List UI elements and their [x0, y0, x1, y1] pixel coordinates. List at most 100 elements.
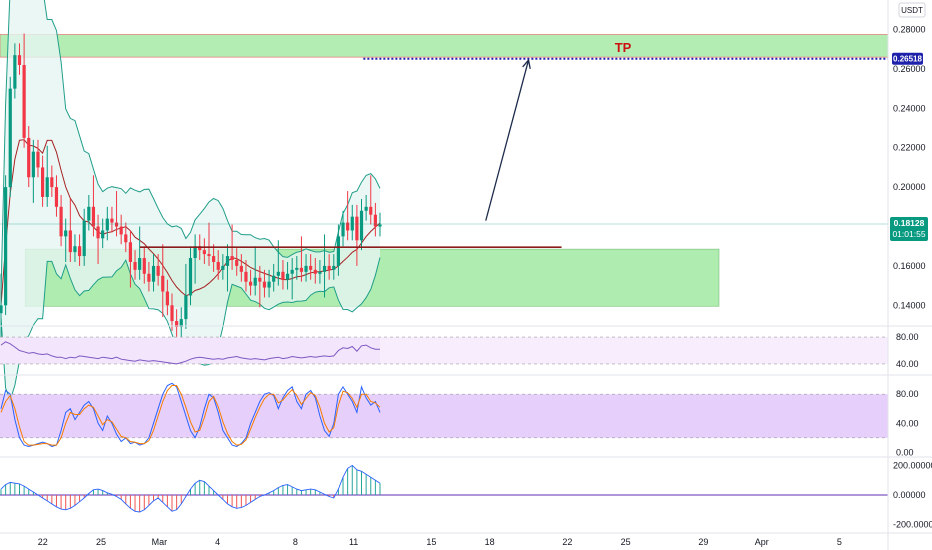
- candle-body: [22, 65, 26, 138]
- candle-body: [355, 216, 359, 241]
- price-axis-tick: 0.24000: [893, 103, 926, 113]
- candle-body: [327, 265, 331, 270]
- candle-body: [54, 187, 59, 207]
- macd-pane[interactable]: [0, 464, 888, 513]
- price-axis-tick: 0.28000: [893, 25, 926, 35]
- candle-body: [267, 281, 271, 288]
- candle-body: [216, 261, 220, 270]
- candle-body: [253, 277, 257, 286]
- candle-body: [17, 55, 22, 65]
- price-axis-tick: 0.20000: [893, 182, 926, 192]
- candle-body: [156, 265, 160, 276]
- candle-body: [161, 275, 165, 292]
- time-axis-tick: Mar: [152, 537, 168, 547]
- macd-axis-tick: -200.00000: [893, 520, 932, 530]
- stoch-axis-tick: 0.00: [896, 447, 914, 457]
- price-axis-tick: 0.26000: [893, 64, 926, 74]
- time-axis-tick: Apr: [755, 537, 769, 547]
- candle-body: [378, 224, 382, 227]
- stoch-axis-tick: 40.00: [896, 418, 919, 428]
- bollinger-fill: [1, 0, 380, 401]
- candle-body: [295, 267, 299, 270]
- candle-body: [119, 226, 123, 235]
- price-axis-tick: 0.16000: [893, 261, 926, 271]
- candle-body: [114, 222, 119, 227]
- price-axis-tick: 0.14000: [893, 300, 926, 310]
- candle-body: [332, 265, 336, 270]
- candle-body: [299, 267, 304, 272]
- stoch-k-line: [0, 382, 381, 448]
- stoch-pane[interactable]: [0, 382, 888, 448]
- candle-body: [202, 250, 206, 255]
- candle-body: [128, 242, 133, 262]
- time-axis-tick: 11: [349, 537, 358, 547]
- candle-body: [346, 222, 350, 231]
- time-axis-tick: 22: [562, 537, 572, 547]
- candle-body: [244, 271, 248, 282]
- candle-body: [364, 206, 368, 211]
- candle-body: [82, 220, 86, 257]
- rsi-line: [0, 341, 380, 365]
- price-pane[interactable]: [0, 0, 889, 402]
- tp-price-tag: 0.26518: [892, 52, 923, 65]
- candle-body: [13, 55, 17, 89]
- stoch-axis-tick: 80.00: [896, 389, 919, 399]
- time-axis[interactable]: 22 25 Mar 4 8 11 15 18 22 25 29 Apr 5: [38, 537, 842, 547]
- target-arrow-head: [522, 58, 531, 70]
- candle-body: [188, 258, 193, 296]
- candle-body: [373, 214, 377, 227]
- macd-axis-tick: 0.00000: [893, 490, 926, 500]
- candle-body: [318, 271, 322, 274]
- candle-body: [4, 187, 8, 306]
- candle-body: [212, 256, 216, 262]
- time-axis-tick: 4: [215, 537, 220, 547]
- time-axis-tick: 25: [621, 537, 631, 547]
- candle-body: [31, 151, 35, 178]
- candle-body: [184, 295, 188, 320]
- tp-annotation-label: TP: [615, 40, 632, 55]
- candle-body: [276, 271, 280, 276]
- candle-body: [40, 167, 45, 197]
- currency-badge-text: USDT: [901, 6, 923, 15]
- macd-axis-tick: 200.00000: [893, 460, 932, 470]
- candle-body: [105, 218, 109, 231]
- rsi-axis-tick: 40.00: [896, 359, 919, 369]
- candle-body: [193, 246, 197, 259]
- candle-body: [198, 246, 202, 251]
- bollinger-upper: [0, 0, 381, 294]
- price-axis-tick: 0.22000: [893, 143, 926, 153]
- candle-body: [91, 206, 96, 227]
- candle-body: [322, 265, 327, 272]
- candle-body: [59, 206, 63, 237]
- candle-body: [341, 222, 345, 237]
- candle-body: [142, 258, 146, 274]
- rsi-pane[interactable]: [0, 336, 888, 365]
- candle-body: [258, 277, 262, 282]
- candle-body: [124, 234, 128, 243]
- price-axis[interactable]: 0.28000 0.26000 0.24000 0.22000 0.20000 0.160…: [893, 25, 932, 530]
- candle-body: [64, 230, 68, 237]
- candle-body: [309, 265, 313, 270]
- candle-body: [133, 261, 137, 270]
- candle-body: [359, 210, 364, 241]
- macd-line: [0, 464, 381, 513]
- tp-price-value: 0.26518: [893, 55, 922, 64]
- candle-body: [170, 305, 174, 322]
- candle-body: [151, 265, 156, 282]
- candle-body: [369, 206, 373, 215]
- rsi-band-ext: [380, 337, 888, 364]
- candle-body: [336, 236, 341, 266]
- candle-body: [262, 281, 267, 288]
- candle-body: [138, 258, 142, 270]
- candle-body: [101, 230, 105, 239]
- currency-badge[interactable]: USDT: [898, 2, 926, 18]
- candle-body: [165, 291, 169, 306]
- last-price-value: 0.18128: [894, 218, 925, 228]
- time-axis-tick: 5: [837, 537, 842, 547]
- candle-body: [225, 256, 230, 266]
- candle-body: [179, 319, 183, 327]
- candle-body: [281, 271, 285, 280]
- stoch-d-line: [0, 385, 381, 446]
- candle-body: [272, 275, 276, 282]
- candle-body: [73, 246, 77, 253]
